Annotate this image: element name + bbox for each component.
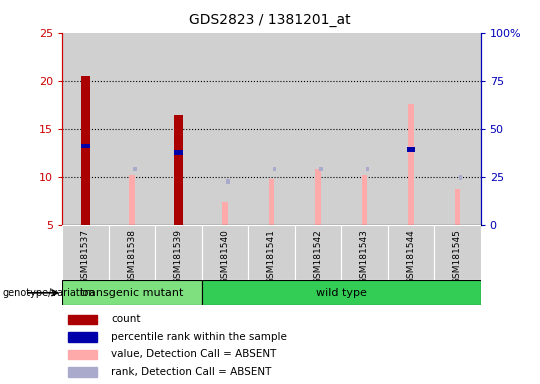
Text: GSM181541: GSM181541 [267, 229, 276, 284]
Text: percentile rank within the sample: percentile rank within the sample [111, 332, 287, 342]
Bar [320, 167, 323, 171]
Bar [455, 189, 460, 225]
Bar [408, 104, 414, 225]
Text: GSM181538: GSM181538 [127, 229, 136, 284]
Text: value, Detection Call = ABSENT: value, Detection Call = ABSENT [111, 349, 276, 359]
Text: GSM181544: GSM181544 [407, 229, 415, 284]
Bar [155, 225, 201, 280]
Bar [174, 150, 183, 155]
Bar [459, 175, 462, 180]
Text: GSM181542: GSM181542 [313, 229, 322, 284]
Bar [109, 33, 155, 225]
Bar [248, 225, 295, 280]
Bar [201, 33, 248, 225]
Text: GSM181540: GSM181540 [220, 229, 230, 284]
Bar [366, 167, 369, 171]
Bar [341, 33, 388, 225]
Bar [68, 350, 97, 359]
Bar [62, 225, 109, 280]
Bar [129, 175, 134, 225]
Bar [81, 144, 90, 148]
Bar [68, 315, 97, 324]
Text: GSM181545: GSM181545 [453, 229, 462, 284]
Bar [62, 280, 201, 305]
Bar [295, 33, 341, 225]
Bar [133, 167, 137, 171]
Text: transgenic mutant: transgenic mutant [80, 288, 184, 298]
Bar [273, 167, 276, 171]
Bar [68, 367, 97, 377]
Bar [201, 225, 248, 280]
Bar [201, 280, 481, 305]
Bar [174, 115, 183, 225]
Bar [268, 179, 274, 225]
Text: GSM181543: GSM181543 [360, 229, 369, 284]
Text: wild type: wild type [316, 288, 367, 298]
Bar [315, 169, 321, 225]
Bar [109, 225, 155, 280]
Bar [295, 225, 341, 280]
Text: genotype/variation: genotype/variation [3, 288, 96, 298]
Bar [222, 202, 228, 225]
Text: GDS2823 / 1381201_at: GDS2823 / 1381201_at [189, 13, 351, 27]
Text: GSM181537: GSM181537 [81, 229, 90, 284]
Text: rank, Detection Call = ABSENT: rank, Detection Call = ABSENT [111, 367, 272, 377]
Bar [81, 76, 90, 225]
Bar [434, 33, 481, 225]
Bar [362, 175, 367, 225]
Bar [155, 33, 201, 225]
Text: GSM181539: GSM181539 [174, 229, 183, 284]
Bar [62, 33, 109, 225]
Bar [248, 33, 295, 225]
Bar [407, 147, 415, 152]
Bar [226, 179, 230, 184]
Bar [341, 225, 388, 280]
Text: count: count [111, 314, 140, 324]
Bar [388, 225, 434, 280]
Bar [434, 225, 481, 280]
Bar [68, 332, 97, 342]
Bar [388, 33, 434, 225]
